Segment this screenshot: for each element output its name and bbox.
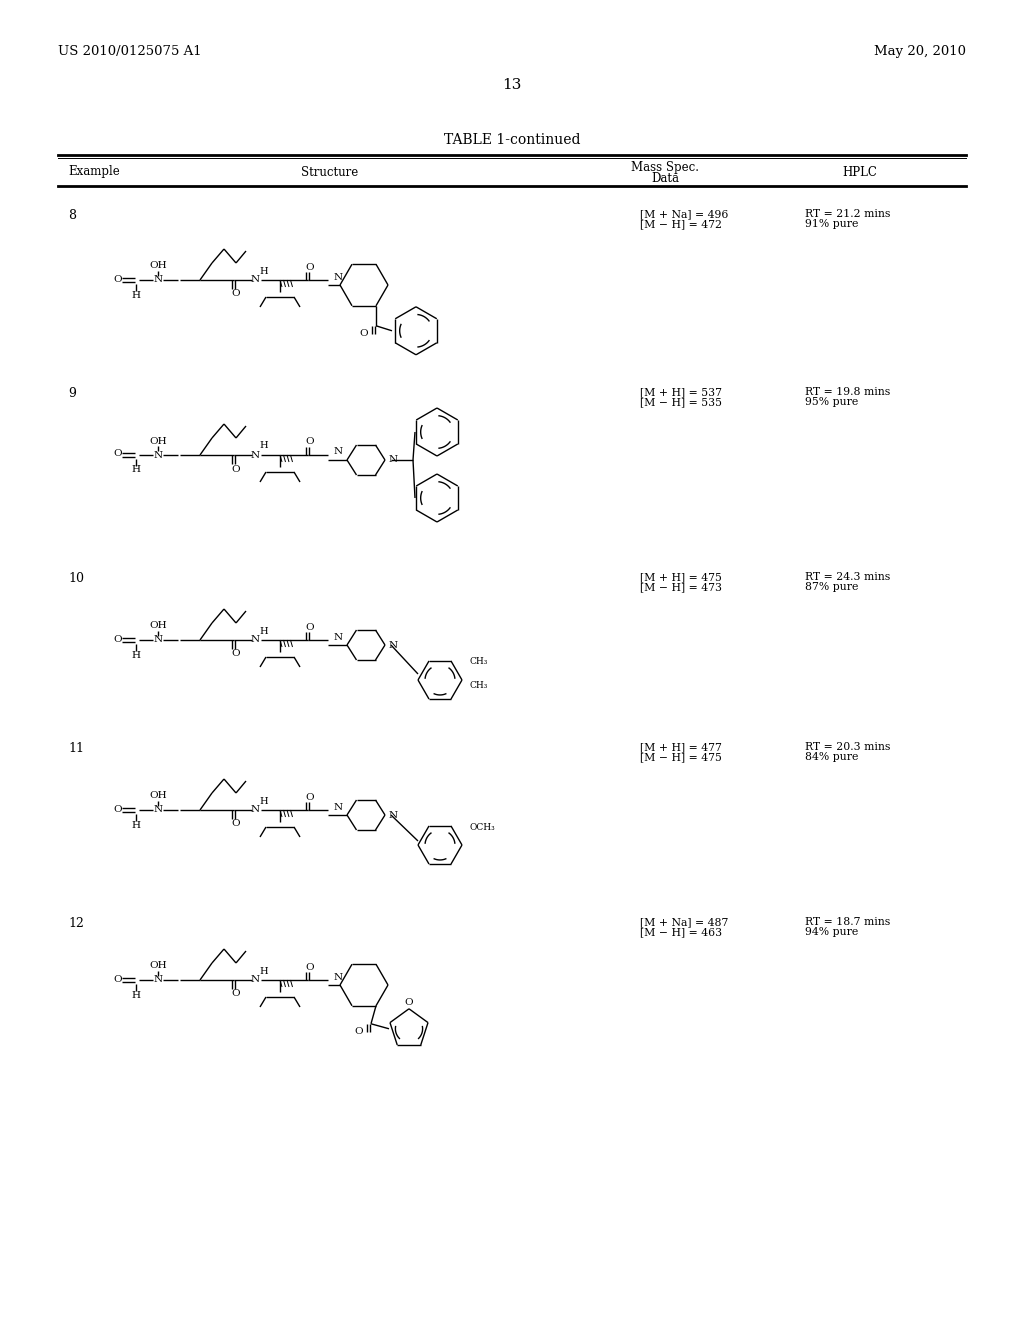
Text: HPLC: HPLC	[843, 165, 878, 178]
Text: RT = 20.3 mins: RT = 20.3 mins	[805, 742, 891, 752]
Text: O: O	[231, 649, 241, 659]
Text: N: N	[251, 975, 259, 985]
Text: 11: 11	[68, 742, 84, 755]
Text: O: O	[114, 635, 122, 644]
Text: H: H	[260, 627, 268, 635]
Text: [M − H] = 473: [M − H] = 473	[640, 582, 722, 591]
Text: N: N	[251, 805, 259, 814]
Text: OCH₃: OCH₃	[470, 822, 496, 832]
Text: N: N	[251, 450, 259, 459]
Text: 10: 10	[68, 572, 84, 585]
Text: H: H	[260, 267, 268, 276]
Text: O: O	[354, 1027, 364, 1036]
Text: H: H	[260, 796, 268, 805]
Text: N: N	[388, 810, 397, 820]
Text: Structure: Structure	[301, 165, 358, 178]
Text: 12: 12	[68, 917, 84, 931]
Text: N: N	[334, 632, 343, 642]
Text: H: H	[131, 466, 140, 474]
Text: H: H	[131, 290, 140, 300]
Text: [M + H] = 537: [M + H] = 537	[640, 387, 722, 397]
Text: O: O	[114, 804, 122, 813]
Text: 91% pure: 91% pure	[805, 219, 858, 228]
Text: N: N	[334, 973, 343, 982]
Text: H: H	[131, 821, 140, 829]
Text: N: N	[334, 447, 343, 457]
Text: [M − H] = 472: [M − H] = 472	[640, 219, 722, 228]
Text: CH₃: CH₃	[470, 657, 488, 667]
Text: Example: Example	[68, 165, 120, 178]
Text: TABLE 1-continued: TABLE 1-continued	[443, 133, 581, 147]
Text: O: O	[306, 623, 314, 631]
Text: O: O	[306, 792, 314, 801]
Text: O: O	[231, 465, 241, 474]
Text: O: O	[306, 263, 314, 272]
Text: O: O	[114, 974, 122, 983]
Text: 8: 8	[68, 209, 76, 222]
Text: O: O	[404, 998, 414, 1007]
Text: 87% pure: 87% pure	[805, 582, 858, 591]
Text: H: H	[260, 966, 268, 975]
Text: N: N	[154, 276, 163, 285]
Text: H: H	[260, 441, 268, 450]
Text: N: N	[154, 450, 163, 459]
Text: O: O	[359, 329, 369, 338]
Text: O: O	[114, 450, 122, 458]
Text: [M − H] = 463: [M − H] = 463	[640, 927, 722, 937]
Text: RT = 19.8 mins: RT = 19.8 mins	[805, 387, 890, 397]
Text: OH: OH	[150, 622, 167, 631]
Text: H: H	[131, 990, 140, 999]
Text: O: O	[231, 990, 241, 998]
Text: 84% pure: 84% pure	[805, 752, 858, 762]
Text: N: N	[388, 455, 397, 465]
Text: [M + Na] = 487: [M + Na] = 487	[640, 917, 728, 927]
Text: N: N	[154, 805, 163, 814]
Text: 95% pure: 95% pure	[805, 397, 858, 407]
Text: 94% pure: 94% pure	[805, 927, 858, 937]
Text: US 2010/0125075 A1: US 2010/0125075 A1	[58, 45, 202, 58]
Text: N: N	[334, 803, 343, 812]
Text: N: N	[251, 276, 259, 285]
Text: 13: 13	[503, 78, 521, 92]
Text: May 20, 2010: May 20, 2010	[874, 45, 966, 58]
Text: O: O	[231, 820, 241, 829]
Text: 9: 9	[68, 387, 76, 400]
Text: N: N	[388, 640, 397, 649]
Text: RT = 21.2 mins: RT = 21.2 mins	[805, 209, 891, 219]
Text: O: O	[114, 275, 122, 284]
Text: H: H	[131, 651, 140, 660]
Text: Mass Spec.: Mass Spec.	[631, 161, 699, 174]
Text: O: O	[306, 962, 314, 972]
Text: [M − H] = 475: [M − H] = 475	[640, 752, 722, 762]
Text: OH: OH	[150, 961, 167, 970]
Text: O: O	[306, 437, 314, 446]
Text: [M + H] = 477: [M + H] = 477	[640, 742, 722, 752]
Text: [M + Na] = 496: [M + Na] = 496	[640, 209, 728, 219]
Text: [M − H] = 535: [M − H] = 535	[640, 397, 722, 407]
Text: CH₃: CH₃	[470, 681, 488, 689]
Text: OH: OH	[150, 792, 167, 800]
Text: N: N	[334, 272, 343, 281]
Text: [M + H] = 475: [M + H] = 475	[640, 572, 722, 582]
Text: RT = 18.7 mins: RT = 18.7 mins	[805, 917, 890, 927]
Text: N: N	[154, 975, 163, 985]
Text: RT = 24.3 mins: RT = 24.3 mins	[805, 572, 890, 582]
Text: Data: Data	[651, 172, 679, 185]
Text: N: N	[154, 635, 163, 644]
Text: OH: OH	[150, 261, 167, 271]
Text: N: N	[251, 635, 259, 644]
Text: OH: OH	[150, 437, 167, 446]
Text: O: O	[231, 289, 241, 298]
